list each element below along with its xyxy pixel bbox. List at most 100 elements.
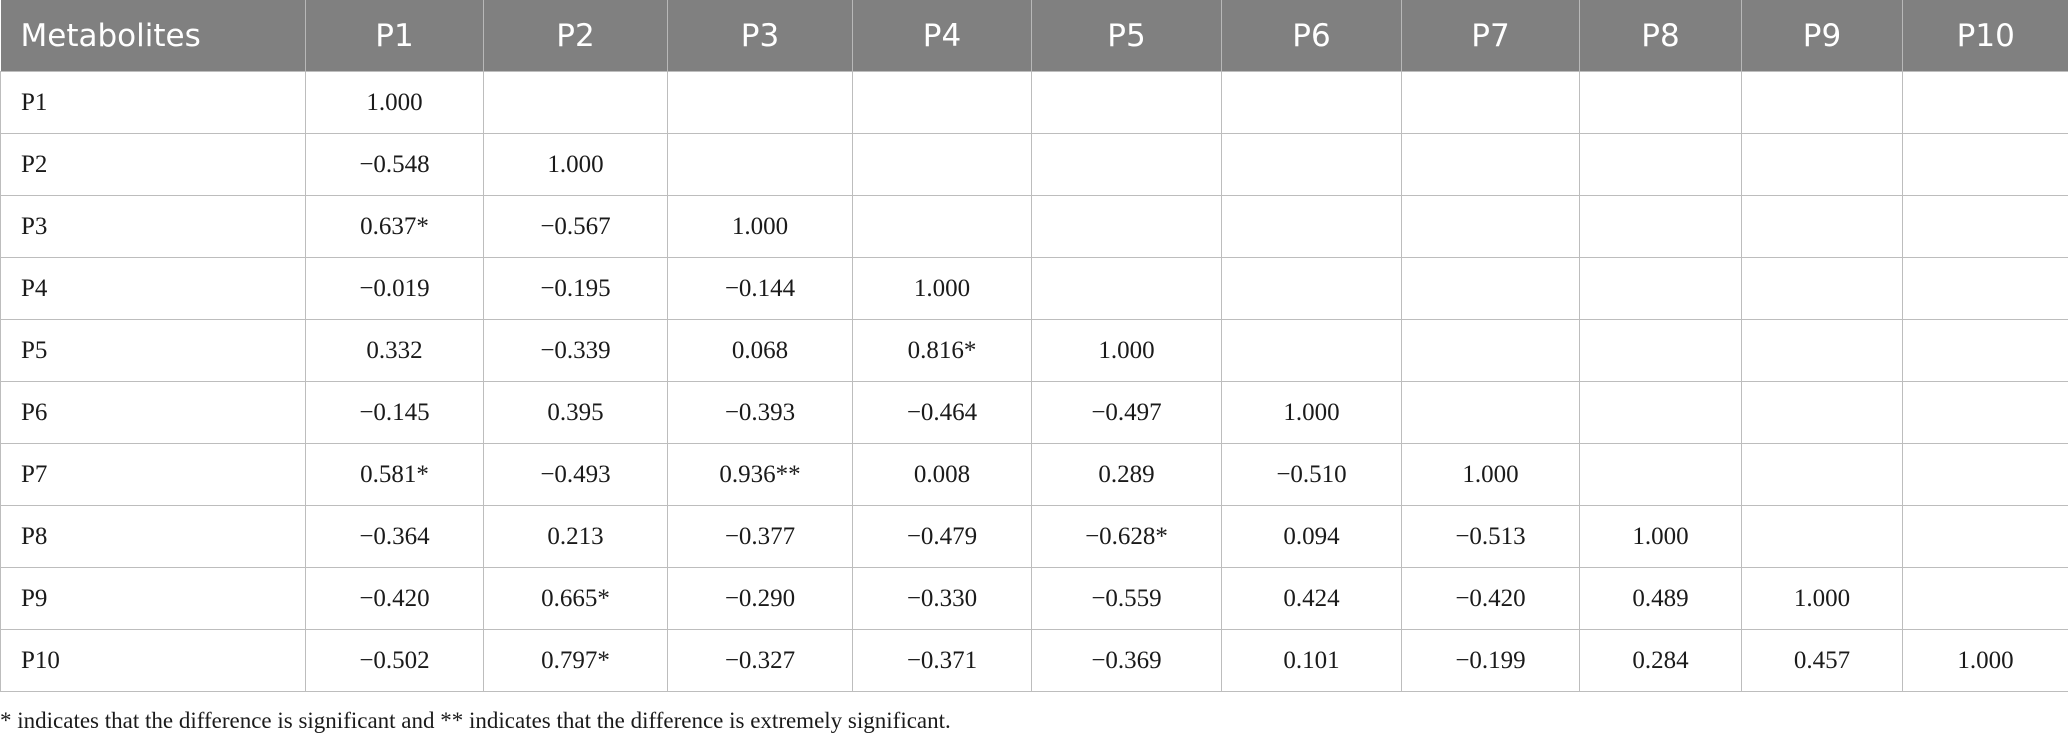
empty-cell: [1902, 567, 2068, 630]
cell: 0.797*: [483, 629, 668, 692]
cell: −0.567: [483, 195, 668, 258]
row-label: P7: [0, 443, 306, 506]
cell: −0.199: [1401, 629, 1580, 692]
cell: −0.548: [305, 133, 484, 196]
cell: 1.000: [852, 257, 1032, 320]
cell: 0.395: [483, 381, 668, 444]
row-label: P9: [0, 567, 306, 630]
empty-cell: [1741, 195, 1903, 258]
correlation-table: Metabolites P1 P2 P3 P4 P5 P6 P7 P8 P9 P10 P1 1.000…: [0, 0, 2068, 692]
table-row: P10 −0.502 0.797* −0.327 −0.371 −0.369 0.101 −0…: [0, 629, 2068, 692]
cell: −0.479: [852, 505, 1032, 568]
cell: 0.816*: [852, 319, 1032, 382]
column-header: P1: [305, 0, 484, 72]
table-row: P7 0.581* −0.493 0.936** 0.008 0.289 −0.510 1.0…: [0, 443, 2068, 506]
table-row: P2 −0.548 1.000: [0, 133, 2068, 196]
empty-cell: [852, 195, 1032, 258]
cell: 1.000: [667, 195, 853, 258]
cell: 1.000: [1401, 443, 1580, 506]
cell: −0.371: [852, 629, 1032, 692]
empty-cell: [1579, 195, 1742, 258]
cell: 1.000: [1579, 505, 1742, 568]
empty-cell: [1401, 257, 1580, 320]
empty-cell: [1902, 505, 2068, 568]
table-row: P3 0.637* −0.567 1.000: [0, 195, 2068, 258]
empty-cell: [1902, 443, 2068, 506]
empty-cell: [1221, 71, 1402, 134]
cell: 0.094: [1221, 505, 1402, 568]
table-body: P1 1.000 P2 −0.548 1.000 P3 0.637* −0.567 1.000 P…: [0, 71, 2068, 692]
cell: 1.000: [1221, 381, 1402, 444]
cell: −0.327: [667, 629, 853, 692]
cell: 0.637*: [305, 195, 484, 258]
empty-cell: [1401, 381, 1580, 444]
empty-cell: [1902, 257, 2068, 320]
empty-cell: [1579, 71, 1742, 134]
cell: −0.510: [1221, 443, 1402, 506]
empty-cell: [852, 71, 1032, 134]
column-header: P10: [1902, 0, 2068, 72]
empty-cell: [667, 71, 853, 134]
table-row: P9 −0.420 0.665* −0.290 −0.330 −0.559 0.424 −0.…: [0, 567, 2068, 630]
footnote: * indicates that the difference is signi…: [0, 708, 951, 733]
column-header: P8: [1579, 0, 1742, 72]
row-label: P8: [0, 505, 306, 568]
table-row: P8 −0.364 0.213 −0.377 −0.479 −0.628* 0.094 −0.…: [0, 505, 2068, 568]
empty-cell: [1741, 443, 1903, 506]
cell: 0.489: [1579, 567, 1742, 630]
cell: −0.144: [667, 257, 853, 320]
empty-cell: [1401, 71, 1580, 134]
empty-cell: [1741, 71, 1903, 134]
column-header: P6: [1221, 0, 1402, 72]
cell: 0.665*: [483, 567, 668, 630]
column-header: P7: [1401, 0, 1580, 72]
cell: 0.284: [1579, 629, 1742, 692]
empty-cell: [1902, 71, 2068, 134]
cell: 1.000: [483, 133, 668, 196]
cell: 0.008: [852, 443, 1032, 506]
column-header: P2: [483, 0, 668, 72]
cell: −0.497: [1031, 381, 1222, 444]
cell: −0.369: [1031, 629, 1222, 692]
empty-cell: [1902, 195, 2068, 258]
table-row: P4 −0.019 −0.195 −0.144 1.000: [0, 257, 2068, 320]
cell: −0.559: [1031, 567, 1222, 630]
empty-cell: [1579, 319, 1742, 382]
row-label: P5: [0, 319, 306, 382]
row-label: P4: [0, 257, 306, 320]
cell: −0.330: [852, 567, 1032, 630]
header-row: Metabolites P1 P2 P3 P4 P5 P6 P7 P8 P9 P10: [0, 0, 2068, 72]
empty-cell: [1031, 195, 1222, 258]
empty-cell: [1031, 133, 1222, 196]
cell: −0.364: [305, 505, 484, 568]
empty-cell: [1401, 319, 1580, 382]
column-header: P5: [1031, 0, 1222, 72]
cell: −0.464: [852, 381, 1032, 444]
table-row: P5 0.332 −0.339 0.068 0.816* 1.000: [0, 319, 2068, 382]
empty-cell: [1221, 319, 1402, 382]
cell: 1.000: [1902, 629, 2068, 692]
empty-cell: [1579, 257, 1742, 320]
column-header: Metabolites: [0, 0, 306, 72]
empty-cell: [1221, 257, 1402, 320]
cell: 0.581*: [305, 443, 484, 506]
empty-cell: [1401, 195, 1580, 258]
cell: −0.145: [305, 381, 484, 444]
cell: −0.290: [667, 567, 853, 630]
empty-cell: [1741, 319, 1903, 382]
cell: −0.420: [305, 567, 484, 630]
cell: 0.332: [305, 319, 484, 382]
cell: 0.213: [483, 505, 668, 568]
cell: −0.019: [305, 257, 484, 320]
cell: 1.000: [305, 71, 484, 134]
cell: 1.000: [1031, 319, 1222, 382]
empty-cell: [1579, 381, 1742, 444]
empty-cell: [483, 71, 668, 134]
row-label: P1: [0, 71, 306, 134]
empty-cell: [1741, 381, 1903, 444]
empty-cell: [1221, 195, 1402, 258]
cell: 0.936**: [667, 443, 853, 506]
cell: −0.628*: [1031, 505, 1222, 568]
empty-cell: [1401, 133, 1580, 196]
